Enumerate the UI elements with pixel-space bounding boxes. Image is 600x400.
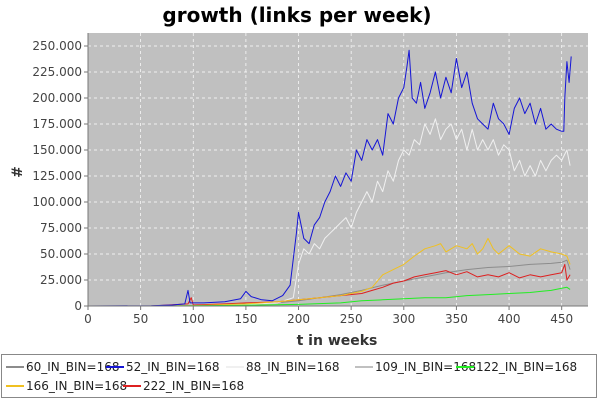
legend-label: 60_IN_BIN=168 [26, 360, 120, 374]
x-axis-label: t in weeks [297, 333, 378, 349]
series-line-52-in-bin-168 [87, 49, 572, 307]
legend-label: 88_IN_BIN=168 [246, 360, 340, 374]
y-tick-label: 25.000 [40, 273, 82, 287]
x-tick-label: 350 [445, 312, 468, 326]
legend-item: 52_IN_BIN=168 [106, 360, 220, 374]
series-line-122-in-bin-168 [88, 286, 571, 307]
chart-title: growth (links per week) [162, 3, 431, 27]
legend-swatch [456, 365, 474, 368]
legend-label: 52_IN_BIN=168 [126, 360, 220, 374]
series-line-88-in-bin-168 [88, 118, 571, 307]
legend-label: 166_IN_BIN=168 [26, 379, 128, 393]
legend-swatch [226, 365, 244, 368]
y-tick-label: 75.000 [40, 221, 82, 235]
legend-item: 109_IN_BIN=168 [355, 360, 476, 374]
legend-swatch [6, 384, 24, 387]
x-tick-label: 300 [392, 312, 415, 326]
plot-area [88, 33, 588, 306]
x-tick-label: 0 [84, 312, 92, 326]
y-axis-label: # [10, 166, 26, 178]
legend-item: 88_IN_BIN=168 [226, 360, 340, 374]
legend-swatch [123, 384, 141, 387]
series-line-222-in-bin-168 [88, 263, 571, 307]
x-tick-label: 250 [340, 312, 363, 326]
x-tick-label: 200 [287, 312, 310, 326]
legend-item: 166_IN_BIN=168 [6, 379, 127, 393]
legend-label: 122_IN_BIN=168 [476, 360, 578, 374]
series-line-166-in-bin-168 [88, 237, 571, 307]
legend-item: 122_IN_BIN=168 [456, 360, 577, 374]
legend: 60_IN_BIN=168 52_IN_BIN=168 88_IN_BIN=168 1… [1, 354, 597, 398]
legend-swatch [106, 365, 124, 368]
axes: 0 25.000 50.000 75.000 100.000 125.000 150.000… [32, 33, 588, 326]
x-tick-label: 450 [550, 312, 573, 326]
y-tick-label: 50.000 [40, 247, 82, 261]
y-tick-label: 125.000 [32, 169, 82, 183]
legend-swatch [6, 365, 24, 368]
legend-swatch [355, 365, 373, 368]
legend-label: 222_IN_BIN=168 [143, 379, 245, 393]
x-tick-label: 50 [133, 312, 148, 326]
x-tick-label: 100 [182, 312, 205, 326]
y-tick-label: 200.000 [32, 91, 82, 105]
y-tick-label: 0 [74, 299, 82, 313]
y-tick-label: 100.000 [32, 195, 82, 209]
y-tick-label: 150.000 [32, 143, 82, 157]
legend-item: 60_IN_BIN=168 [6, 360, 120, 374]
y-tick-label: 175.000 [32, 117, 82, 131]
x-tick-label: 400 [498, 312, 521, 326]
legend-label: 109_IN_BIN=168 [375, 360, 477, 374]
y-tick-label: 250.000 [32, 39, 82, 53]
y-tick-label: 225.000 [32, 65, 82, 79]
legend-item: 222_IN_BIN=168 [123, 379, 244, 393]
line-chart: growth (links per week) 0 25.000 50.000 75.… [10, 3, 588, 349]
x-tick-label: 150 [234, 312, 257, 326]
